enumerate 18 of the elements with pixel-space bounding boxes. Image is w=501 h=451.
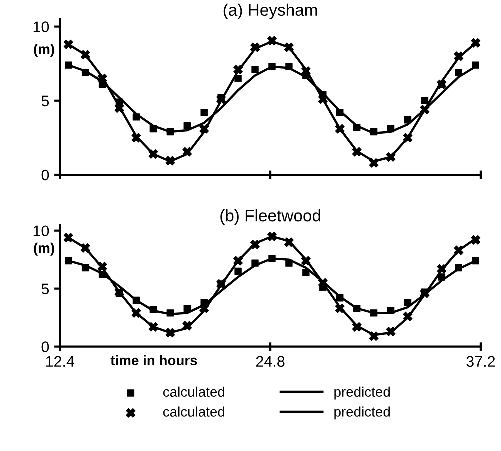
y-tick-label: 5: [42, 96, 50, 107]
x-tick-label: 24.8: [256, 356, 285, 368]
chart-title: (b) Fleetwood: [220, 210, 320, 226]
y-axis-title: (m): [34, 242, 54, 256]
y-tick-label: 0: [42, 342, 50, 353]
y-tick-label: 0: [42, 170, 50, 181]
y-tick-label: 5: [42, 284, 50, 295]
x-tick-label: 12.4: [46, 356, 75, 367]
y-axis-title: (m): [34, 44, 54, 57]
legend-label: calculated: [163, 406, 225, 417]
legend-label: predicted: [334, 386, 390, 400]
legend-label: predicted: [334, 406, 390, 420]
chart-title: (a) Heysham: [224, 4, 318, 20]
y-tick-label: 10: [34, 226, 50, 237]
legend-label: calculated: [163, 386, 225, 398]
x-axis-title: time in hours: [110, 355, 198, 366]
x-tick-label: 37.2: [466, 356, 496, 368]
y-tick-label: 10: [34, 22, 50, 32]
